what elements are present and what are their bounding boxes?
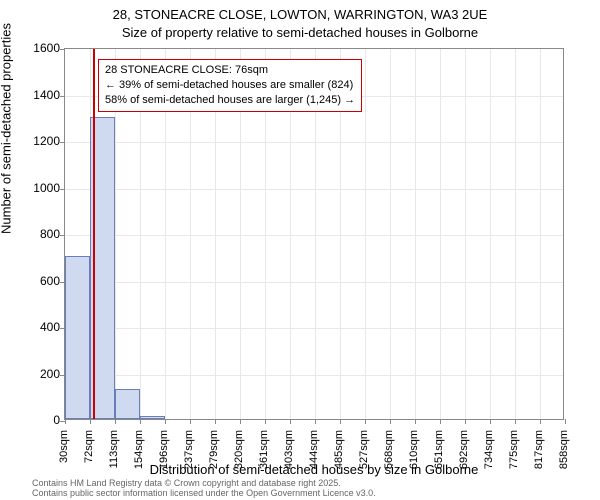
x-tick-label: 858sqm	[558, 430, 570, 480]
x-tick-label: 237sqm	[183, 430, 195, 480]
gridline-v	[440, 49, 441, 419]
y-tick-label: 1400	[10, 88, 60, 102]
x-tick-label: 30sqm	[58, 430, 70, 480]
x-tick-label: 361sqm	[258, 430, 270, 480]
x-tick	[315, 419, 316, 424]
y-tick	[60, 49, 65, 50]
gridline-v	[365, 49, 366, 419]
y-tick	[60, 142, 65, 143]
y-tick-label: 1200	[10, 134, 60, 148]
x-tick-label: 817sqm	[533, 430, 545, 480]
histogram-bar	[65, 256, 90, 419]
x-tick-label: 692sqm	[458, 430, 470, 480]
gridline-v	[465, 49, 466, 419]
x-tick	[265, 419, 266, 424]
footer: Contains HM Land Registry data © Crown c…	[32, 478, 376, 499]
x-tick-label: 196sqm	[158, 430, 170, 480]
annotation-line3: 58% of semi-detached houses are larger (…	[105, 93, 355, 108]
x-tick	[565, 419, 566, 424]
y-tick	[60, 96, 65, 97]
x-tick	[490, 419, 491, 424]
plot-area: 28 STONEACRE CLOSE: 76sqm ← 39% of semi-…	[64, 48, 564, 420]
x-tick-label: 320sqm	[233, 430, 245, 480]
x-tick	[440, 419, 441, 424]
histogram-bar	[140, 416, 165, 419]
x-tick	[415, 419, 416, 424]
annotation-line1: 28 STONEACRE CLOSE: 76sqm	[105, 63, 355, 78]
y-tick-label: 1000	[10, 181, 60, 195]
histogram-bar	[115, 389, 140, 419]
y-tick-label: 0	[10, 413, 60, 427]
x-tick-label: 527sqm	[358, 430, 370, 480]
y-tick-label: 600	[10, 274, 60, 288]
x-tick-label: 72sqm	[83, 430, 95, 480]
x-tick	[390, 419, 391, 424]
x-tick	[365, 419, 366, 424]
y-tick	[60, 189, 65, 190]
x-tick-label: 113sqm	[108, 430, 120, 480]
x-tick	[215, 419, 216, 424]
x-tick	[290, 419, 291, 424]
gridline-v	[515, 49, 516, 419]
y-tick-label: 1600	[10, 41, 60, 55]
x-tick-label: 485sqm	[333, 430, 345, 480]
x-tick	[115, 419, 116, 424]
x-tick	[140, 419, 141, 424]
x-tick-label: 444sqm	[308, 430, 320, 480]
x-tick	[465, 419, 466, 424]
x-tick	[65, 419, 66, 424]
gridline-v	[390, 49, 391, 419]
x-tick-label: 610sqm	[408, 430, 420, 480]
x-tick	[340, 419, 341, 424]
gridline-v	[490, 49, 491, 419]
x-tick	[90, 419, 91, 424]
x-tick-label: 568sqm	[383, 430, 395, 480]
title-line1: 28, STONEACRE CLOSE, LOWTON, WARRINGTON,…	[0, 6, 600, 24]
x-tick	[165, 419, 166, 424]
x-tick	[515, 419, 516, 424]
footer-line2: Contains public sector information licen…	[32, 488, 376, 498]
y-tick-label: 400	[10, 320, 60, 334]
x-tick-label: 775sqm	[508, 430, 520, 480]
chart-container: 28, STONEACRE CLOSE, LOWTON, WARRINGTON,…	[0, 0, 600, 500]
title-line2: Size of property relative to semi-detach…	[0, 24, 600, 42]
x-tick	[190, 419, 191, 424]
gridline-v	[540, 49, 541, 419]
x-tick-label: 403sqm	[283, 430, 295, 480]
y-tick	[60, 235, 65, 236]
marker-line	[93, 49, 95, 419]
y-tick-label: 200	[10, 367, 60, 381]
x-tick	[240, 419, 241, 424]
y-tick-label: 800	[10, 227, 60, 241]
x-tick-label: 154sqm	[133, 430, 145, 480]
annotation-box: 28 STONEACRE CLOSE: 76sqm ← 39% of semi-…	[98, 59, 362, 112]
title-block: 28, STONEACRE CLOSE, LOWTON, WARRINGTON,…	[0, 0, 600, 41]
x-tick-label: 734sqm	[483, 430, 495, 480]
x-tick	[540, 419, 541, 424]
annotation-line2: ← 39% of semi-detached houses are smalle…	[105, 78, 355, 93]
x-tick-label: 279sqm	[208, 430, 220, 480]
x-tick-label: 651sqm	[433, 430, 445, 480]
gridline-v	[415, 49, 416, 419]
